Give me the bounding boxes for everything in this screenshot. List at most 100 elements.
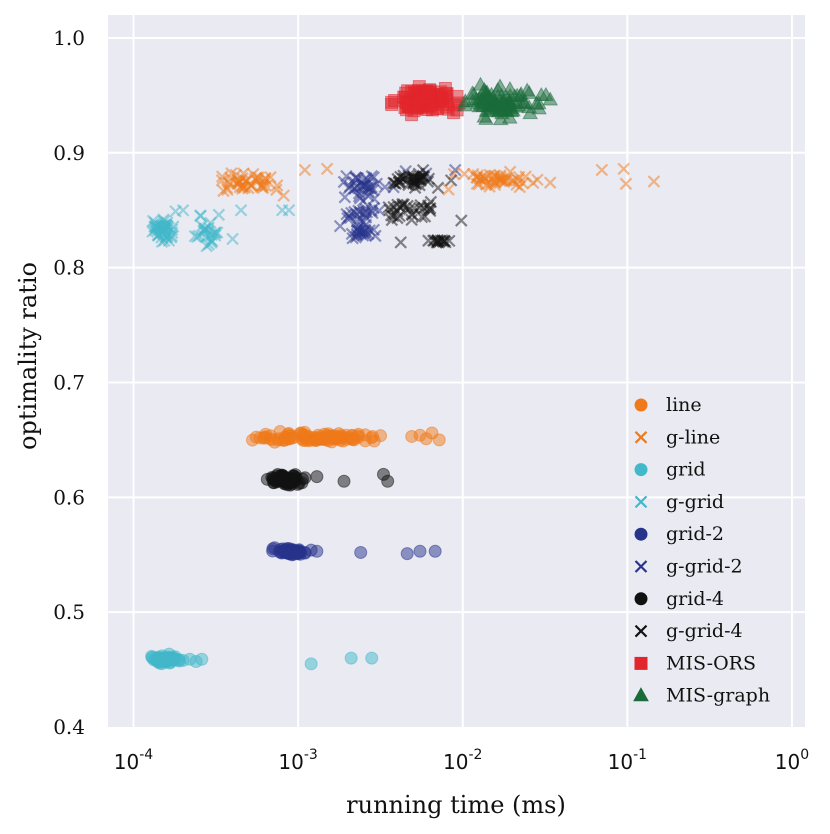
point-grid-2 [413,544,427,558]
gridlines [108,15,805,727]
point-MIS-graph [510,97,527,112]
point-g-line [483,168,497,182]
legend-marker-MIS-ORS [634,656,648,670]
y-axis-label: optimality ratio [14,262,42,450]
point-g-grid [162,234,176,247]
point-g-line [256,181,270,195]
point-g-grid [166,220,180,233]
legend-label: grid [666,459,705,481]
point-g-line [543,176,557,189]
y-tick-label: 0.4 [53,715,85,739]
legend: line g-line grid g-grid grid-2 g-grid-2 grid-4… [633,394,770,707]
legend-label: grid-2 [666,523,724,545]
point-g-line [298,163,312,177]
point-g-line [531,173,544,187]
y-tick-label: 0.6 [53,485,85,509]
legend-label: g-grid-4 [666,620,743,642]
x-tick-label: 10-4 [114,747,154,774]
point-grid-2 [274,545,288,559]
point-grid [195,652,209,666]
point-MIS-graph [457,97,473,112]
legend-label: g-line [666,426,720,448]
point-g-line [447,167,461,181]
series-g-grid-2 [333,163,462,245]
legend-marker-g-grid-4 [634,624,648,638]
point-g-grid-2 [356,194,370,208]
point-g-line [250,171,264,184]
y-tick-labels: 0.4 0.5 0.6 0.7 0.8 0.9 1.0 [53,26,85,739]
series-grid-2 [266,541,442,562]
point-g-grid-4 [385,213,399,227]
legend-item-g-grid-2: g-grid-2 [634,556,743,578]
legend-marker-line [634,398,648,412]
point-line [325,435,339,449]
point-grid-4 [266,472,280,486]
point-g-grid-4 [405,213,418,227]
legend-label: g-grid-2 [666,556,743,578]
legend-item-g-grid: g-grid [634,491,724,513]
point-g-line [516,177,530,190]
y-tick-label: 0.8 [53,256,85,280]
y-tick-label: 0.5 [53,600,85,624]
series-MIS-graph [457,76,559,126]
point-g-line [499,173,512,187]
point-grid-4 [310,470,324,484]
point-g-grid-4 [396,197,409,211]
series-grid-4 [260,467,395,492]
point-g-grid-4 [392,175,406,189]
point-MIS-ORS [399,95,413,109]
series-grid [145,647,379,671]
point-g-line [442,183,455,196]
point-g-grid-2 [352,225,366,238]
point-grid-4 [287,469,301,483]
series-line [246,425,446,449]
point-line [311,431,325,445]
legend-item-MIS-ORS: MIS-ORS [634,652,756,674]
legend-item-g-grid-4: g-grid-4 [634,620,743,642]
point-g-grid [210,226,224,239]
x-tick-label: 10-2 [443,747,482,774]
legend-label: MIS-ORS [666,652,756,674]
legend-label: MIS-graph [666,685,770,707]
point-g-grid-4 [416,163,430,177]
point-MIS-graph [478,110,494,125]
point-g-grid [234,203,248,217]
point-grid [365,651,379,665]
point-g-grid-4 [414,198,427,212]
point-g-grid-4 [423,202,436,216]
point-g-grid [194,209,208,223]
legend-item-MIS-graph: MIS-graph [633,685,770,707]
point-g-line [236,180,250,194]
point-grid-4 [337,474,351,488]
point-grid-4 [298,471,312,485]
series-MIS-ORS [385,80,466,122]
point-line [278,430,292,444]
point-g-line [237,167,250,180]
y-tick-label: 0.7 [53,370,85,394]
point-grid-4 [381,474,395,488]
point-g-line [223,177,237,191]
point-g-grid-4 [393,209,406,223]
point-grid [344,651,358,665]
point-g-grid [212,208,226,222]
point-grid-2 [428,544,442,558]
point-grid-2 [310,544,324,558]
point-g-line [270,183,283,197]
plot-background [108,15,805,727]
legend-label: g-grid [666,491,724,513]
point-g-grid-4 [444,174,458,187]
point-g-grid-2 [360,173,374,187]
point-g-line [470,171,483,184]
point-grid [159,652,173,666]
y-tick-label: 0.9 [53,141,85,165]
legend-marker-grid [634,463,648,477]
point-MIS-ORS [425,103,439,117]
point-MIS-graph [538,86,554,101]
point-g-line [503,165,517,179]
point-MIS-ORS [401,84,415,98]
point-g-grid-4 [382,200,395,214]
legend-item-grid-4: grid-4 [634,588,724,610]
x-tick-label: 10-3 [278,747,317,774]
legend-marker-MIS-graph [633,687,649,702]
